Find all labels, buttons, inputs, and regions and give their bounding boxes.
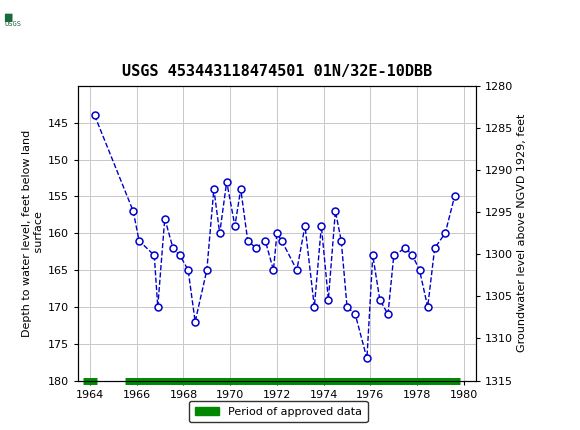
Y-axis label: Depth to water level, feet below land
 surface: Depth to water level, feet below land su… (23, 130, 44, 337)
Text: USGS: USGS (67, 11, 126, 30)
Text: ██
USGS: ██ USGS (4, 13, 21, 28)
Y-axis label: Groundwater level above NGVD 1929, feet: Groundwater level above NGVD 1929, feet (517, 114, 527, 353)
Legend: Period of approved data: Period of approved data (189, 401, 368, 422)
Bar (3, 3, 55, 37)
Title: USGS 453443118474501 01N/32E-10DBB: USGS 453443118474501 01N/32E-10DBB (122, 64, 432, 79)
